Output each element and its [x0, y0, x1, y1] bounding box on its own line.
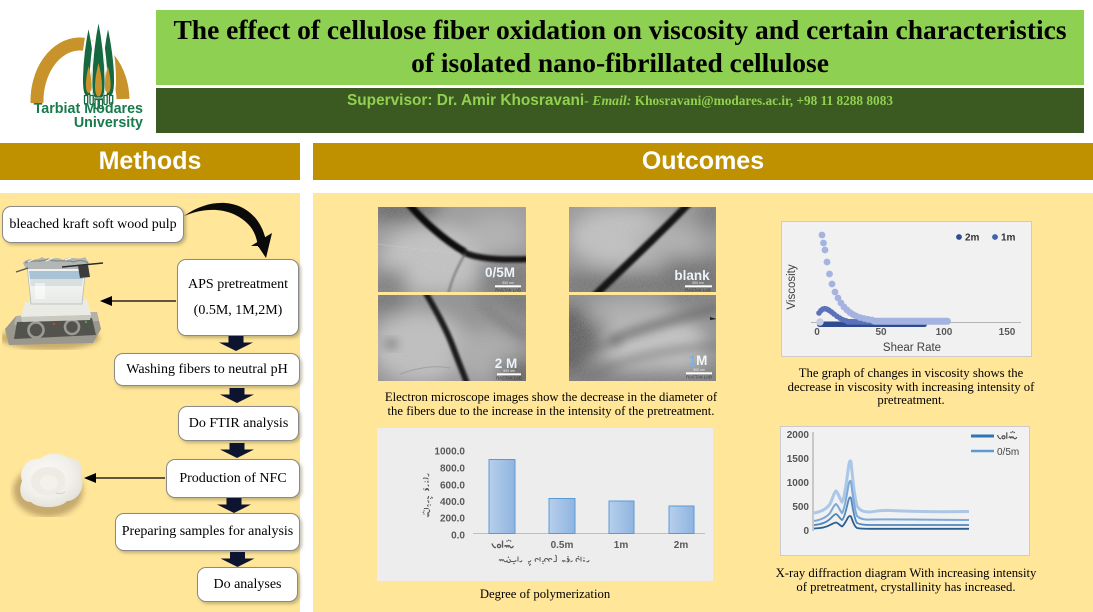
svg-text:University: University: [74, 115, 143, 130]
svg-text:200.0: 200.0: [440, 514, 465, 525]
svg-text:150: 150: [999, 327, 1016, 338]
svg-text:Tarbiat Modares: Tarbiat Modares: [34, 101, 143, 117]
svg-text:RASTAK LAB: RASTAK LAB: [686, 375, 712, 380]
svg-text:400.0: 400.0: [440, 497, 465, 508]
svg-text:2m: 2m: [965, 233, 980, 244]
svg-text:1m: 1m: [1001, 233, 1016, 244]
svg-text:0/5M: 0/5M: [485, 265, 515, 280]
svg-text:1000.0: 1000.0: [434, 447, 465, 458]
svg-text:0.0: 0.0: [451, 531, 465, 542]
svg-text:50: 50: [875, 327, 887, 338]
svg-text:1500: 1500: [787, 454, 810, 465]
svg-text:500 nm: 500 nm: [503, 369, 514, 373]
svg-text:500: 500: [792, 502, 809, 513]
svg-text:2m: 2m: [674, 540, 689, 551]
svg-text:Viscosity: Viscosity: [786, 264, 798, 309]
svg-text:1M: 1M: [689, 353, 708, 368]
svg-text:600.0: 600.0: [440, 481, 465, 492]
svg-text:800.0: 800.0: [440, 464, 465, 475]
svg-text:500 nm: 500 nm: [692, 281, 703, 285]
svg-text:1m: 1m: [614, 540, 629, 551]
svg-text:RASTAK LAB: RASTAK LAB: [495, 287, 521, 292]
svg-text:0: 0: [803, 526, 809, 537]
svg-text:blank: blank: [674, 268, 710, 283]
svg-text:2000: 2000: [787, 430, 810, 441]
svg-text:100: 100: [936, 327, 953, 338]
svg-text:1000: 1000: [787, 478, 810, 489]
svg-text:0: 0: [814, 327, 820, 338]
svg-text:0/5m: 0/5m: [997, 447, 1019, 458]
svg-text:0.5m: 0.5m: [551, 540, 574, 551]
svg-text:RASTAK LAB: RASTAK LAB: [496, 376, 522, 381]
svg-text:500 nm: 500 nm: [502, 281, 513, 285]
svg-text:Shear Rate: Shear Rate: [883, 342, 941, 354]
svg-text:RASTAK LAB: RASTAK LAB: [685, 287, 711, 292]
svg-text:2 M: 2 M: [495, 356, 518, 371]
svg-text:500 nm: 500 nm: [693, 368, 704, 372]
